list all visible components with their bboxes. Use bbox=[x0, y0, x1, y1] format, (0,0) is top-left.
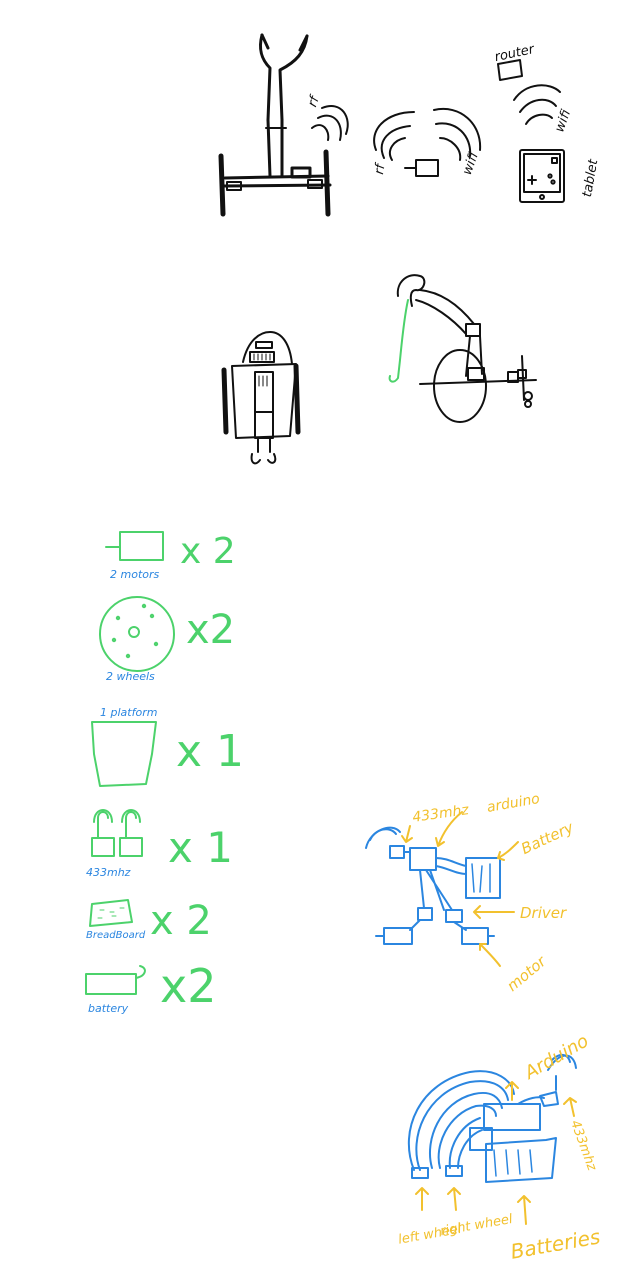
wifi-waves bbox=[513, 84, 561, 125]
segway-rf-label: rf bbox=[305, 92, 323, 109]
part-battery-sketch bbox=[85, 965, 146, 995]
part-battery-label: battery bbox=[88, 1002, 129, 1015]
tablet-sketch bbox=[519, 149, 565, 203]
router-sketch bbox=[497, 59, 523, 81]
wiring1-arrows bbox=[401, 811, 519, 967]
transmitter-wifi-label: wifi bbox=[460, 150, 482, 177]
tablet-label: tablet bbox=[580, 157, 602, 198]
part-breadboard-qty: x 2 bbox=[150, 898, 212, 944]
part-radio-qty: x 1 bbox=[168, 823, 233, 872]
part-motor-label: 2 motors bbox=[110, 568, 160, 581]
part-platform-sketch bbox=[91, 721, 157, 787]
transmitter-rf-label: rf bbox=[372, 161, 389, 176]
wiring1-arduino-label: arduino bbox=[486, 791, 541, 816]
wiring2-arrows bbox=[415, 1081, 577, 1225]
part-wheel-qty: x2 bbox=[186, 607, 235, 653]
wiring1-driver-label: Driver bbox=[520, 904, 567, 922]
robot-arm-sketch bbox=[388, 274, 537, 423]
part-radio-label: 433mhz bbox=[86, 866, 131, 879]
wiring2-batteries-label: Batteries bbox=[509, 1224, 602, 1263]
part-wheel-label: 2 wheels bbox=[106, 670, 155, 683]
wiring1-circuit bbox=[365, 826, 501, 945]
wiring2-circuit bbox=[407, 1054, 577, 1183]
segway-sketch bbox=[218, 33, 332, 217]
wiring1-motor-label: motor bbox=[503, 952, 550, 995]
part-platform-qty: x 1 bbox=[176, 726, 244, 777]
wiring1-battery-label: Battery bbox=[518, 818, 577, 858]
part-wheel-sketch bbox=[99, 596, 175, 672]
robot-front-sketch bbox=[221, 331, 301, 465]
part-motor-qty: x 2 bbox=[180, 531, 236, 572]
segway-rf-waves bbox=[311, 105, 349, 141]
part-motor-sketch bbox=[105, 531, 164, 561]
wifi-label: wifi bbox=[552, 107, 574, 134]
wiring2-right-wheel-label: right wheel bbox=[439, 1212, 514, 1240]
transmitter-sketch bbox=[373, 107, 482, 177]
part-breadboard-label: BreadBoard bbox=[86, 930, 146, 941]
part-battery-qty: x2 bbox=[160, 959, 217, 1013]
wiring1-radio-label: 433mhz bbox=[411, 802, 470, 826]
part-radio-sketch bbox=[91, 809, 143, 857]
part-platform-label: 1 platform bbox=[100, 706, 157, 719]
wiring2-radio-label: 433mhz bbox=[567, 1118, 599, 1174]
part-breadboard-sketch bbox=[89, 899, 133, 927]
